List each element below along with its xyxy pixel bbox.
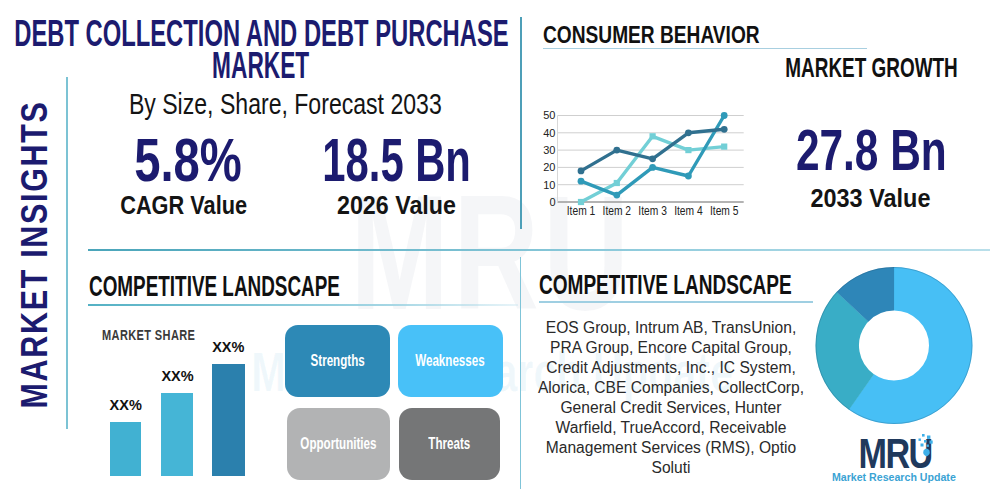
- svg-text:50: 50: [543, 109, 555, 121]
